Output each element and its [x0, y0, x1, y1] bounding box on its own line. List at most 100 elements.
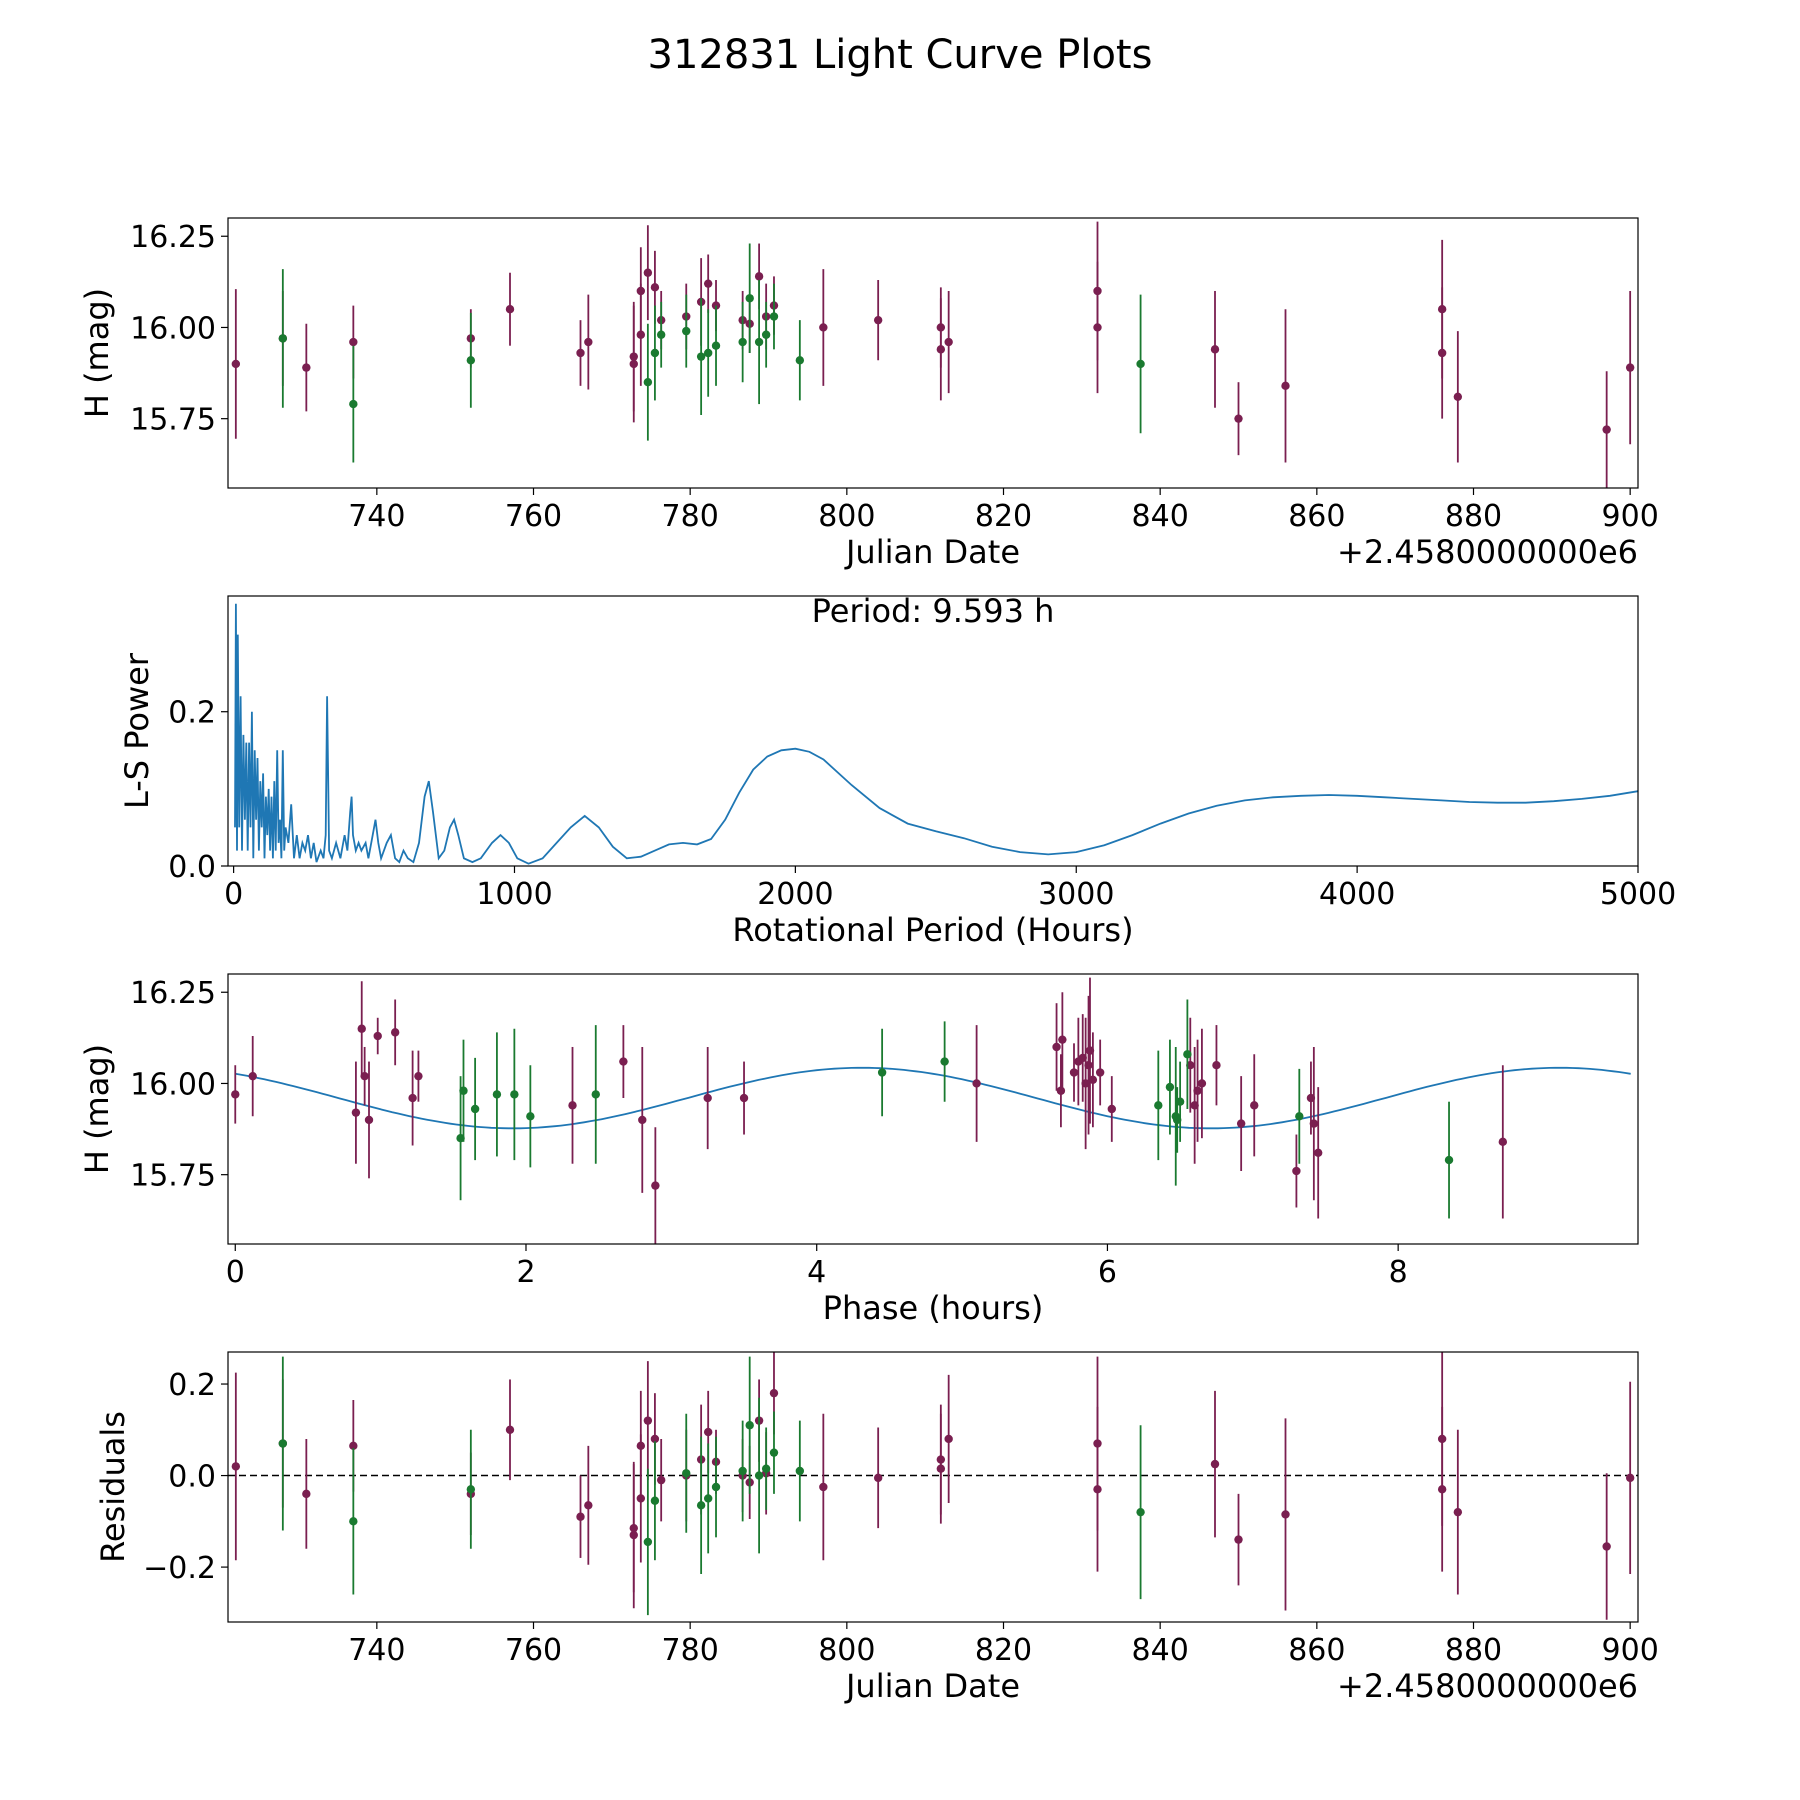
data-point — [761, 1464, 771, 1473]
data-point — [636, 286, 646, 296]
panel-periodogram-frame — [227, 595, 1639, 867]
data-point — [711, 341, 721, 350]
x-tick-label: 880 — [1445, 499, 1502, 534]
data-point — [278, 1439, 288, 1448]
x-tick-label: 2000 — [757, 877, 833, 912]
periodogram-line — [234, 603, 1639, 865]
panel-light-curve-xlabel: Julian Date — [844, 533, 1020, 571]
panel-periodogram-ylabel: L-S Power — [118, 652, 156, 809]
x-tick-label: 2 — [516, 1255, 535, 1290]
x-tick-label: 800 — [818, 1633, 875, 1668]
data-point — [711, 1482, 721, 1492]
data-point — [651, 1181, 660, 1190]
data-point — [1281, 381, 1290, 391]
panel-light-curve-marks — [231, 221, 1635, 488]
data-point — [877, 1068, 887, 1077]
x-tick-label: 840 — [1132, 1633, 1189, 1668]
data-point — [1212, 1061, 1221, 1070]
data-point — [1281, 1510, 1290, 1519]
x-tick-label: 840 — [1132, 499, 1189, 534]
panel-phase-fold-ticks: 0 2 4 6 8 15.75 16.00 16.25 — [130, 976, 1408, 1290]
data-point — [231, 359, 241, 369]
x-tick-label: 1000 — [476, 877, 552, 912]
x-tick-label: 860 — [1288, 1633, 1345, 1668]
x-tick-label: 3000 — [1038, 877, 1114, 912]
y-tick-label: 16.25 — [130, 220, 216, 255]
x-tick-label: 8 — [1389, 1255, 1408, 1290]
x-tick-label: 6 — [1098, 1255, 1117, 1290]
data-point — [302, 1489, 311, 1499]
data-point — [936, 345, 946, 354]
data-point — [505, 1425, 515, 1434]
data-point — [1088, 1075, 1098, 1085]
data-point — [656, 1475, 666, 1485]
data-point — [1292, 1166, 1301, 1176]
data-point — [584, 1501, 593, 1510]
panel-phase-fold: 0 2 4 6 8 15.75 16.00 16.25 Phase (hours) H (ma… — [78, 973, 1639, 1327]
panel-residuals-xlabel: Julian Date — [844, 1667, 1020, 1705]
data-point — [568, 1101, 577, 1110]
data-point — [231, 1090, 240, 1099]
data-point — [390, 1028, 400, 1037]
data-point — [940, 1057, 949, 1066]
data-point — [650, 348, 660, 358]
data-point — [349, 337, 358, 347]
data-point — [459, 1086, 468, 1095]
panel-phase-fold-xlabel: Phase (hours) — [823, 1289, 1044, 1327]
data-point — [1602, 425, 1611, 434]
panel-light-curve-frame — [227, 217, 1639, 489]
data-point — [1052, 1042, 1061, 1052]
data-point — [576, 348, 585, 358]
data-point — [754, 1471, 764, 1480]
panel-light-curve: 740 760 780 800 820 840 860 880 900 15.75 16.00 16.… — [78, 217, 1659, 571]
data-point — [738, 337, 747, 347]
data-point — [795, 356, 805, 365]
data-point — [873, 315, 883, 325]
data-point — [505, 305, 515, 314]
data-point — [1602, 1542, 1611, 1551]
data-point — [360, 1071, 369, 1081]
data-point — [576, 1512, 585, 1521]
x-tick-label: 780 — [662, 499, 719, 534]
data-point — [364, 1115, 374, 1125]
x-tick-label: 5000 — [1600, 877, 1676, 912]
figure-title: 312831 Light Curve Plots — [648, 32, 1153, 78]
panel-periodogram-ticks: 0 1000 2000 3000 4000 5000 0.0 0.2 — [168, 696, 1676, 912]
data-point — [1136, 359, 1145, 369]
x-tick-label: 900 — [1602, 499, 1659, 534]
data-point — [795, 1466, 805, 1476]
panel-periodogram-marks — [234, 603, 1639, 865]
data-point — [769, 1448, 779, 1457]
data-point — [703, 348, 713, 358]
data-point — [1107, 1104, 1116, 1114]
data-point — [1314, 1148, 1323, 1157]
panel-residuals-marks — [228, 1352, 1638, 1620]
data-point — [1234, 1535, 1243, 1544]
data-point — [1437, 348, 1447, 358]
data-point — [769, 312, 779, 321]
data-point — [466, 356, 476, 365]
data-point — [1093, 323, 1102, 332]
data-point — [745, 294, 754, 303]
panel-periodogram: 0 1000 2000 3000 4000 5000 0.0 0.2 Period: 9.59… — [118, 592, 1676, 949]
data-point — [349, 399, 358, 409]
x-tick-label: 760 — [505, 1633, 562, 1668]
data-point — [349, 1441, 358, 1451]
y-tick-label: 16.00 — [130, 311, 216, 346]
panel-residuals-ylabel: Residuals — [94, 1411, 132, 1563]
y-tick-label: 0.0 — [168, 850, 216, 885]
data-point — [682, 1469, 691, 1478]
data-point — [584, 337, 593, 347]
data-point — [414, 1071, 423, 1081]
panel-residuals: 740 760 780 800 820 840 860 880 900 −0.2 0.0 0.2 Ju… — [94, 1351, 1659, 1705]
x-tick-label: 4000 — [1319, 877, 1395, 912]
data-point — [636, 1441, 646, 1451]
panel-light-curve-ticks: 740 760 780 800 820 840 860 880 900 15.75 16.00 16.… — [130, 220, 1659, 534]
data-point — [1193, 1086, 1202, 1095]
data-point — [1154, 1101, 1163, 1110]
data-point — [373, 1031, 382, 1041]
data-point — [643, 1416, 653, 1425]
panel-light-curve-ylabel: H (mag) — [78, 288, 116, 418]
data-point — [278, 334, 288, 343]
data-point — [1183, 1050, 1192, 1059]
